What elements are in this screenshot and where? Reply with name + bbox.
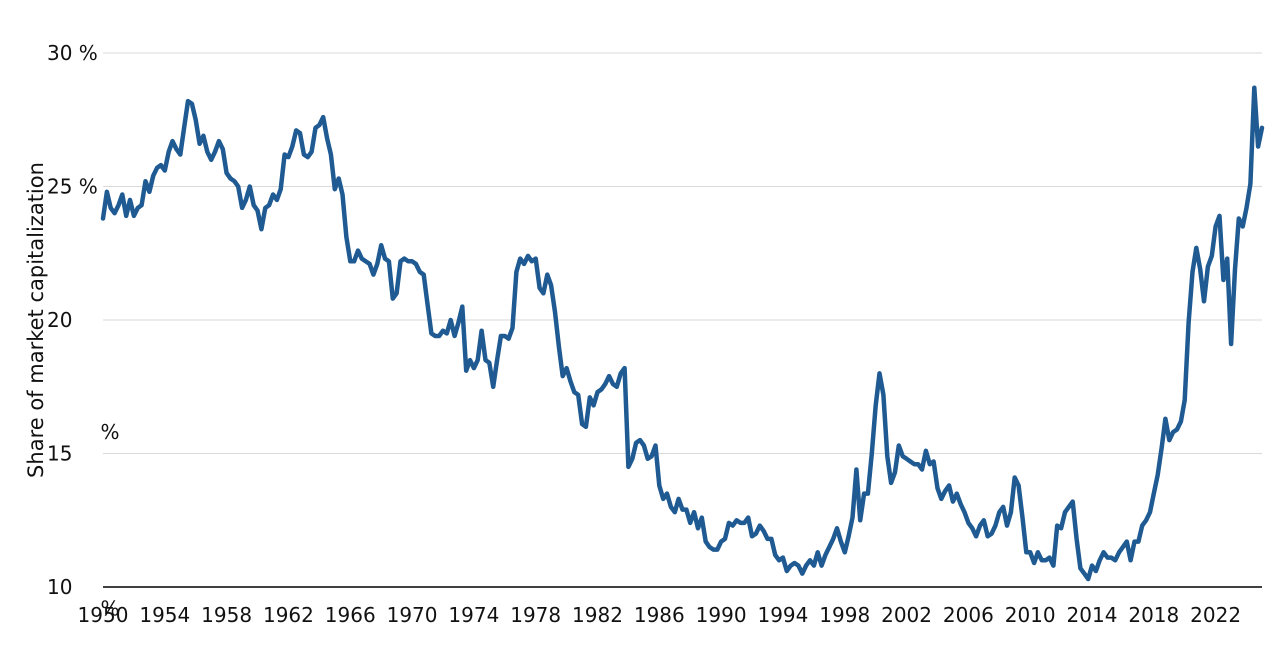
x-tick-label: 1990 [696, 603, 747, 627]
y-tick-label: 25 % [47, 175, 98, 199]
y-axis-tick-labels: 30 % 25 % 20 15 10 [47, 41, 98, 599]
x-tick-label: 1950 [78, 603, 129, 627]
x-tick-label: 1994 [757, 603, 808, 627]
y-tick-label: 15 [47, 442, 72, 466]
y-tick-label: 10 [47, 575, 72, 599]
y-tick-label: 20 [47, 308, 72, 332]
x-tick-label: 1978 [510, 603, 561, 627]
series-line-0 [100, 85, 1265, 582]
x-tick-label: 2010 [1005, 603, 1056, 627]
x-tick-label: 1974 [448, 603, 499, 627]
stray-percent-label: % [100, 420, 119, 444]
x-axis-tick-labels: 1950 1954 1958 1962 1966 1970 1974 1978 1982 1986… [78, 603, 1242, 627]
x-tick-label: 1982 [572, 603, 623, 627]
stray-percent-label: % [100, 596, 119, 620]
x-tick-label: 1954 [139, 603, 190, 627]
x-tick-label: 1962 [263, 603, 314, 627]
x-tick-label: 2014 [1067, 603, 1118, 627]
x-tick-label: 1970 [387, 603, 438, 627]
x-tick-label: 1998 [819, 603, 870, 627]
x-tick-label: 1966 [325, 603, 376, 627]
x-tick-label: 1986 [634, 603, 685, 627]
stray-labels: %% [100, 420, 119, 620]
x-tick-label: 1958 [201, 603, 252, 627]
x-tick-label: 2022 [1190, 603, 1241, 627]
x-tick-label: 2006 [943, 603, 994, 627]
y-tick-label: 30 % [47, 41, 98, 65]
gridlines [103, 52, 1262, 454]
x-tick-label: 2002 [881, 603, 932, 627]
y-axis-title: Share of market capitalization [24, 162, 48, 478]
x-tick-label: 2018 [1128, 603, 1179, 627]
series-group [100, 85, 1265, 582]
